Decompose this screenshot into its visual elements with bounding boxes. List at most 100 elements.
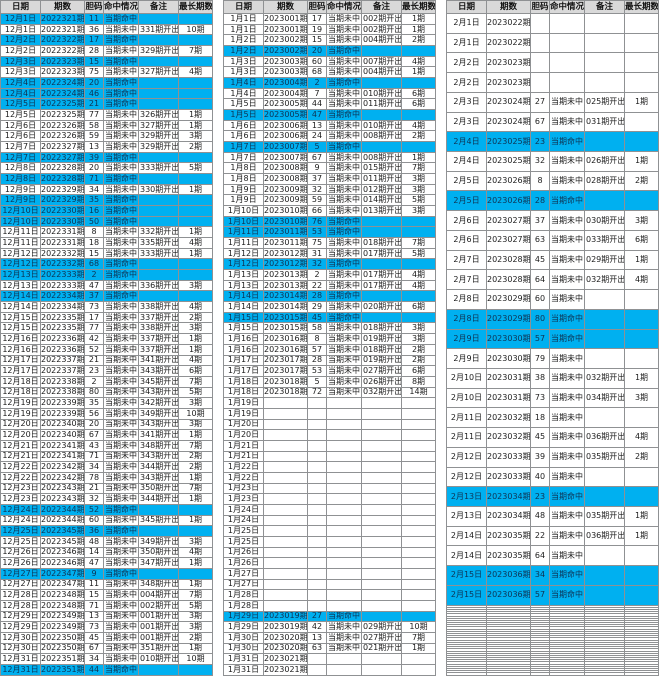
cell-period[interactable]: 2023035期 [486, 545, 531, 567]
cell-period[interactable]: 2023032期 [486, 407, 531, 429]
cell-date[interactable]: 12月11日 [0, 237, 41, 249]
cell-status[interactable] [326, 471, 362, 484]
cell-status[interactable]: 当期命中 [549, 328, 585, 350]
cell-remark[interactable]: 341期开出 [138, 354, 179, 367]
cell-date[interactable]: 2月7日 [446, 249, 487, 271]
cell-remark[interactable] [361, 493, 402, 505]
cell-longest[interactable] [401, 109, 436, 121]
cell-date[interactable]: 12月10日 [0, 215, 41, 228]
cell-remark[interactable]: 031期开出 [584, 111, 625, 133]
cell-period[interactable]: 2022325期 [40, 109, 85, 121]
cell-code[interactable]: 47 [84, 279, 104, 292]
cell-date[interactable]: 12月10日 [0, 205, 41, 217]
cell-date[interactable]: 12月18日 [0, 386, 41, 399]
cell-status[interactable]: 当期未中 [103, 578, 139, 591]
cell-period[interactable]: 2023011期 [263, 226, 308, 239]
cell-status[interactable]: 当期未中 [549, 170, 585, 192]
cell-status[interactable]: 当期未中 [103, 557, 139, 569]
cell-code[interactable]: 20 [307, 45, 327, 57]
cell-longest[interactable]: 1期 [624, 151, 659, 172]
cell-remark[interactable] [138, 258, 179, 271]
cell-code[interactable]: 68 [84, 258, 104, 271]
cell-date[interactable]: 1月24日 [223, 503, 264, 516]
cell-period[interactable]: 2022351期 [40, 663, 85, 676]
cell-code[interactable] [307, 589, 327, 601]
cell-remark[interactable] [138, 205, 179, 217]
cell-period[interactable]: 2023036期 [486, 565, 531, 586]
cell-period[interactable]: 2022346期 [40, 557, 85, 569]
cell-period[interactable]: 2022338期 [40, 375, 85, 388]
cell-longest[interactable]: 7期 [401, 162, 436, 175]
cell-period[interactable]: 2022328期 [40, 173, 85, 185]
cell-status[interactable] [326, 599, 362, 612]
cell-date[interactable]: 1月11日 [223, 226, 264, 239]
cell-date[interactable]: 1月10日 [223, 215, 264, 228]
cell-remark[interactable]: 330期开出 [138, 183, 179, 196]
cell-code[interactable]: 46 [84, 87, 104, 100]
cell-longest[interactable] [401, 397, 436, 409]
cell-code[interactable]: 35 [84, 397, 104, 409]
cell-longest[interactable]: 4期 [178, 66, 213, 79]
cell-longest[interactable] [401, 471, 436, 484]
cell-date[interactable]: 1月21日 [223, 439, 264, 452]
cell-code[interactable]: 22 [530, 525, 550, 547]
cell-code[interactable]: 17 [307, 13, 327, 25]
cell-status[interactable] [326, 546, 362, 559]
cell-remark[interactable]: 351期开出 [138, 642, 179, 655]
cell-code[interactable]: 23 [530, 131, 550, 153]
cell-date[interactable]: 1月16日 [223, 333, 264, 345]
cell-remark[interactable] [584, 131, 625, 153]
cell-period[interactable]: 2022343期 [40, 482, 85, 495]
cell-remark[interactable]: 018期开出 [361, 237, 402, 249]
header-code[interactable]: 胆码 [84, 0, 104, 14]
cell-remark[interactable] [138, 13, 179, 25]
cell-code[interactable]: 20 [84, 77, 104, 89]
cell-code[interactable]: 42 [84, 333, 104, 345]
cell-longest[interactable] [624, 111, 659, 133]
cell-code[interactable]: 39 [530, 446, 550, 468]
cell-remark[interactable]: 010期开出 [138, 653, 179, 665]
header-code[interactable]: 胆码 [530, 0, 550, 14]
cell-code[interactable]: 64 [530, 269, 550, 291]
cell-date[interactable]: 12月7日 [0, 141, 41, 153]
cell-remark[interactable] [361, 407, 402, 420]
cell-longest[interactable]: 3期 [178, 621, 213, 633]
cell-status[interactable] [326, 567, 362, 580]
cell-date[interactable]: 12月24日 [0, 514, 41, 527]
cell-period[interactable]: 2022342期 [40, 471, 85, 484]
cell-period[interactable]: 2023005期 [263, 109, 308, 121]
cell-date[interactable]: 12月20日 [0, 418, 41, 431]
cell-code[interactable]: 8 [84, 226, 104, 239]
cell-status[interactable]: 当期未中 [549, 505, 585, 527]
cell-status[interactable]: 当期未中 [549, 525, 585, 547]
cell-date[interactable]: 12月6日 [0, 130, 41, 143]
cell-date[interactable]: 12月27日 [0, 567, 41, 580]
cell-code[interactable]: 78 [84, 471, 104, 484]
cell-longest[interactable] [178, 258, 213, 271]
cell-date[interactable]: 2月13日 [446, 505, 487, 527]
cell-remark[interactable]: 026期开出 [584, 151, 625, 172]
cell-code[interactable]: 19 [307, 23, 327, 36]
cell-period[interactable]: 2022325期 [40, 98, 85, 111]
cell-code[interactable]: 7 [307, 87, 327, 100]
cell-status[interactable]: 当期未中 [103, 311, 139, 324]
cell-longest[interactable]: 6期 [401, 98, 436, 111]
cell-longest[interactable] [178, 290, 213, 303]
cell-remark[interactable]: 014期开出 [361, 194, 402, 207]
cell-code[interactable]: 60 [530, 289, 550, 310]
cell-period[interactable]: 2023016期 [263, 343, 308, 356]
cell-status[interactable]: 当期未中 [103, 375, 139, 388]
cell-remark[interactable]: 337期开出 [138, 311, 179, 324]
header-longest[interactable]: 最长期数 [178, 0, 213, 14]
cell-longest[interactable] [401, 546, 436, 559]
cell-longest[interactable]: 3期 [178, 397, 213, 409]
cell-remark[interactable]: 008期开出 [361, 151, 402, 164]
cell-date[interactable]: 12月13日 [0, 279, 41, 292]
cell-code[interactable] [307, 429, 327, 441]
cell-date[interactable]: 1月29日 [223, 610, 264, 623]
cell-period[interactable]: 2023026期 [486, 190, 531, 212]
cell-code[interactable] [307, 450, 327, 463]
cell-remark[interactable]: 331期开出 [138, 23, 179, 36]
cell-period[interactable]: 2022324期 [40, 87, 85, 100]
cell-date[interactable]: 2月11日 [446, 407, 487, 429]
